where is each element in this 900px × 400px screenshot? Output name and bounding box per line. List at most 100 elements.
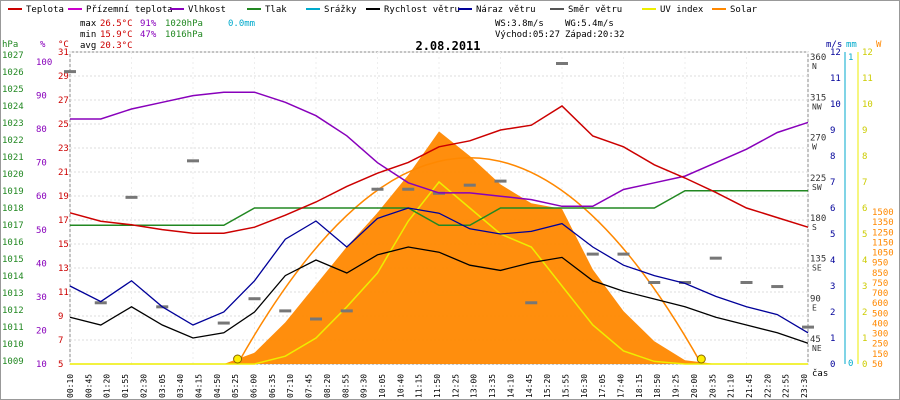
series-wind-dir-point-21 bbox=[709, 256, 722, 260]
sun-marker-1 bbox=[696, 354, 706, 364]
axis-dir-label-3: SW bbox=[812, 183, 822, 192]
x-tick-label-37: 21:45 bbox=[745, 374, 754, 398]
axis-ms-tick-0: 12 bbox=[830, 48, 841, 58]
axis-temp-tick-10: 11 bbox=[58, 288, 69, 298]
axis-hpa-tick-8: 1019 bbox=[2, 187, 24, 197]
axis-w-tick-14: 150 bbox=[872, 350, 888, 360]
axis-dir-label-4: S bbox=[812, 223, 817, 232]
series-humidity bbox=[70, 91, 809, 208]
series-wind-dir-point-15 bbox=[525, 301, 538, 305]
axis-hpa-tick-18: 1009 bbox=[2, 357, 24, 367]
x-tick-label-11: 06:35 bbox=[268, 374, 277, 398]
axis-hpa-tick-15: 1012 bbox=[2, 306, 24, 316]
x-tick-label-36: 21:10 bbox=[727, 374, 736, 398]
axis-ms-tick-8: 4 bbox=[830, 256, 835, 266]
axis-ms-tick-6: 6 bbox=[830, 204, 835, 214]
axis-hpa-tick-1: 1026 bbox=[2, 68, 24, 78]
x-tick-label-12: 07:10 bbox=[286, 374, 295, 398]
axis-temp-tick-6: 19 bbox=[58, 192, 69, 202]
x-tick-label-27: 15:55 bbox=[561, 374, 570, 398]
legend-label-8: UV index bbox=[660, 5, 704, 15]
chart-title: 2.08.2011 bbox=[415, 39, 480, 53]
x-tick-label-20: 11:50 bbox=[433, 374, 442, 398]
axis-dir-label-6: E bbox=[812, 304, 817, 313]
stat-sunrise: Východ:05:27 bbox=[495, 30, 560, 40]
x-tick-label-16: 09:30 bbox=[360, 374, 369, 398]
x-tick-label-4: 02:30 bbox=[139, 374, 148, 398]
series-wind-dir-point-22 bbox=[740, 281, 753, 284]
axis-ms-tick-2: 10 bbox=[830, 100, 841, 110]
stat-avg-temp: 20.3°C bbox=[100, 41, 133, 51]
axis-w-tick-1: 1350 bbox=[872, 218, 894, 228]
axis-dir-label-5: SE bbox=[812, 263, 822, 272]
axis-hpa-tick-3: 1024 bbox=[2, 102, 24, 112]
axis-w-tick-15: 50 bbox=[872, 360, 883, 370]
axis-w-unit: W bbox=[876, 40, 882, 50]
series-wind-dir-point-18 bbox=[617, 252, 630, 256]
axis-dir-deg-3: 225 bbox=[810, 174, 826, 184]
axis-temp-tick-7: 17 bbox=[58, 216, 69, 226]
legend-label-9: Solar bbox=[730, 5, 758, 15]
axis-ms-tick-5: 7 bbox=[830, 178, 835, 188]
x-tick-label-13: 07:45 bbox=[305, 374, 314, 398]
x-tick-label-10: 06:00 bbox=[250, 374, 259, 398]
axis-dir-deg-1: 315 bbox=[810, 93, 826, 103]
axis-uv-tick-8: 4 bbox=[862, 256, 867, 266]
axis-w-tick-7: 750 bbox=[872, 279, 888, 289]
x-tick-label-29: 17:05 bbox=[598, 374, 607, 398]
axis-dir-label-2: W bbox=[812, 143, 817, 152]
x-tick-label-25: 14:45 bbox=[525, 374, 534, 398]
axis-pct-tick-6: 40 bbox=[36, 259, 47, 269]
x-tick-label-3: 01:55 bbox=[121, 374, 130, 398]
stat-max-press: 1020hPa bbox=[165, 19, 203, 29]
stat-min-label: min bbox=[80, 30, 96, 40]
stat-sunset: Západ:20:32 bbox=[565, 30, 625, 40]
axis-hpa-unit: hPa bbox=[2, 40, 18, 50]
x-tick-label-31: 18:15 bbox=[635, 374, 644, 398]
axis-hpa-tick-10: 1017 bbox=[2, 221, 24, 231]
series-wind-gust bbox=[69, 207, 809, 334]
axis-hpa-tick-0: 1027 bbox=[2, 51, 24, 61]
axis-temp-tick-2: 27 bbox=[58, 96, 69, 106]
series-wind-dir-point-20 bbox=[679, 281, 691, 284]
axis-pct-tick-4: 60 bbox=[36, 192, 47, 202]
series-wind-dir-point-1 bbox=[94, 301, 107, 305]
stat-ws: WS:3.8m/s bbox=[495, 19, 544, 29]
axis-uv-tick-3: 9 bbox=[862, 126, 867, 136]
x-tick-label-35: 20:35 bbox=[708, 374, 717, 398]
axis-dir-deg-2: 270 bbox=[810, 134, 826, 144]
x-tick-label-26: 15:20 bbox=[543, 374, 552, 398]
x-tick-label-38: 22:20 bbox=[763, 374, 772, 398]
axis-w-tick-2: 1250 bbox=[872, 228, 894, 238]
stat-min-temp: 15.9°C bbox=[100, 30, 133, 40]
series-wind-dir-point-7 bbox=[279, 309, 292, 313]
stat-avg-label: avg bbox=[80, 41, 96, 51]
axis-ms-tick-4: 8 bbox=[830, 152, 835, 162]
axis-w-tick-9: 600 bbox=[872, 299, 888, 309]
axis-hpa-tick-17: 1010 bbox=[2, 340, 24, 350]
series-temperature bbox=[69, 105, 809, 234]
axis-w-tick-10: 500 bbox=[872, 309, 888, 319]
x-tick-label-28: 16:30 bbox=[580, 374, 589, 398]
axis-w-tick-3: 1150 bbox=[872, 238, 894, 248]
axis-mm-tick-1: 0 bbox=[848, 359, 853, 369]
axis-ms-tick-12: 0 bbox=[830, 360, 835, 370]
axis-w-tick-0: 1500 bbox=[872, 208, 894, 218]
series-wind-dir-point-23 bbox=[771, 285, 784, 289]
axis-hpa-tick-2: 1025 bbox=[2, 85, 24, 95]
x-tick-label-33: 19:25 bbox=[672, 374, 681, 398]
axis-temp-tick-11: 9 bbox=[58, 312, 63, 322]
stat-min-hum: 47% bbox=[140, 30, 157, 40]
axis-mm-tick-0: 1 bbox=[848, 53, 853, 63]
legend-label-7: Směr větru bbox=[568, 5, 622, 15]
axis-dir-deg-6: 90 bbox=[810, 295, 821, 305]
x-tick-label-17: 10:05 bbox=[378, 374, 387, 398]
series-wind-dir-point-5 bbox=[217, 321, 230, 325]
axis-dir-deg-5: 135 bbox=[810, 254, 826, 264]
axis-temp-tick-13: 5 bbox=[58, 360, 63, 370]
axis-ms-unit: m/s bbox=[826, 40, 842, 50]
axis-uv-tick-10: 2 bbox=[862, 308, 867, 318]
axis-dir-label-7: NE bbox=[812, 344, 822, 353]
